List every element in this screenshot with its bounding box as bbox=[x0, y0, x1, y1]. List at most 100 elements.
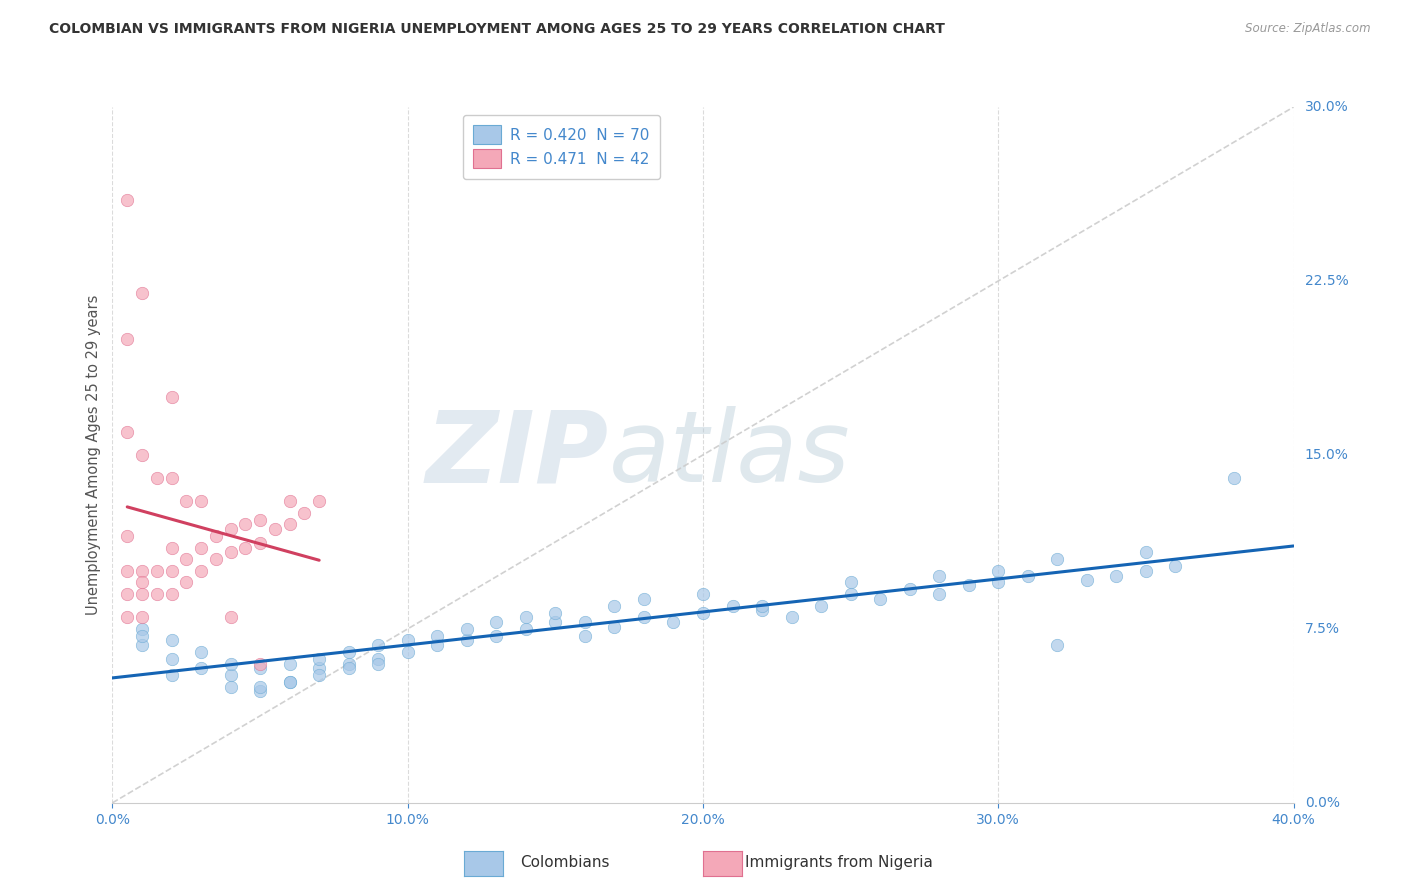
Point bbox=[205, 529, 228, 543]
Point bbox=[278, 494, 301, 508]
Point bbox=[367, 638, 389, 652]
Point bbox=[1017, 568, 1039, 582]
Point bbox=[131, 622, 153, 636]
Point bbox=[146, 471, 169, 485]
Point bbox=[367, 657, 389, 671]
Point bbox=[278, 517, 301, 532]
Point bbox=[117, 332, 138, 346]
Point bbox=[131, 564, 153, 578]
Point bbox=[928, 568, 950, 582]
Point bbox=[603, 599, 626, 613]
Text: 0.0%: 0.0% bbox=[1305, 796, 1340, 810]
Text: ZIP: ZIP bbox=[426, 407, 609, 503]
Point bbox=[219, 657, 242, 671]
Point bbox=[249, 536, 271, 550]
Point bbox=[751, 603, 773, 617]
Point bbox=[292, 506, 315, 520]
Point bbox=[721, 599, 744, 613]
Point bbox=[308, 652, 330, 666]
Point bbox=[839, 575, 862, 590]
Point bbox=[160, 668, 183, 682]
Point bbox=[574, 615, 596, 629]
Point bbox=[574, 629, 596, 643]
Point bbox=[692, 606, 714, 620]
Point bbox=[898, 582, 921, 597]
Point bbox=[692, 587, 714, 601]
Legend: R = 0.420  N = 70, R = 0.471  N = 42: R = 0.420 N = 70, R = 0.471 N = 42 bbox=[463, 115, 659, 178]
Point bbox=[367, 652, 389, 666]
Point bbox=[131, 575, 153, 590]
Point bbox=[485, 629, 508, 643]
Point bbox=[515, 622, 537, 636]
Point bbox=[190, 645, 212, 659]
Point bbox=[160, 390, 183, 404]
Point bbox=[117, 564, 138, 578]
Point bbox=[485, 615, 508, 629]
Point bbox=[1046, 552, 1069, 566]
Point bbox=[190, 494, 212, 508]
Point bbox=[233, 517, 256, 532]
Point bbox=[117, 425, 138, 439]
Point bbox=[456, 622, 478, 636]
Point bbox=[337, 661, 360, 675]
Point bbox=[219, 545, 242, 559]
Text: 7.5%: 7.5% bbox=[1305, 622, 1340, 636]
Text: Source: ZipAtlas.com: Source: ZipAtlas.com bbox=[1246, 22, 1371, 36]
Text: Colombians: Colombians bbox=[520, 855, 610, 870]
Point bbox=[928, 587, 950, 601]
Point bbox=[1105, 568, 1128, 582]
Point bbox=[426, 629, 449, 643]
Text: 30.0%: 30.0% bbox=[1305, 100, 1348, 114]
Point bbox=[1164, 559, 1187, 574]
Text: atlas: atlas bbox=[609, 407, 851, 503]
Point bbox=[219, 668, 242, 682]
Point bbox=[117, 587, 138, 601]
Point bbox=[219, 680, 242, 694]
Point bbox=[544, 606, 567, 620]
Point bbox=[160, 564, 183, 578]
Point bbox=[249, 657, 271, 671]
Point bbox=[780, 610, 803, 624]
Point bbox=[278, 675, 301, 690]
Point bbox=[810, 599, 832, 613]
Point bbox=[160, 471, 183, 485]
Point bbox=[278, 675, 301, 690]
Point bbox=[396, 645, 419, 659]
Point bbox=[1076, 573, 1098, 587]
Point bbox=[146, 587, 169, 601]
Text: Immigrants from Nigeria: Immigrants from Nigeria bbox=[745, 855, 934, 870]
Point bbox=[160, 587, 183, 601]
Point bbox=[174, 494, 197, 508]
Text: 22.5%: 22.5% bbox=[1305, 274, 1348, 288]
Point bbox=[174, 552, 197, 566]
Point bbox=[160, 633, 183, 648]
Point bbox=[957, 578, 980, 592]
Point bbox=[160, 652, 183, 666]
Point bbox=[603, 619, 626, 633]
Point bbox=[308, 494, 330, 508]
Point bbox=[146, 564, 169, 578]
Point bbox=[160, 541, 183, 555]
Point bbox=[1135, 545, 1157, 559]
Point bbox=[633, 591, 655, 606]
Point bbox=[987, 564, 1010, 578]
Point bbox=[190, 564, 212, 578]
Point bbox=[1046, 638, 1069, 652]
Point bbox=[190, 661, 212, 675]
Point bbox=[131, 448, 153, 462]
Point bbox=[117, 193, 138, 207]
Point bbox=[869, 591, 891, 606]
Point bbox=[544, 615, 567, 629]
Point bbox=[131, 629, 153, 643]
Point bbox=[219, 610, 242, 624]
Point bbox=[174, 575, 197, 590]
Point bbox=[308, 668, 330, 682]
Point bbox=[131, 610, 153, 624]
Point bbox=[987, 575, 1010, 590]
Point bbox=[751, 599, 773, 613]
Point bbox=[633, 610, 655, 624]
Point bbox=[233, 541, 256, 555]
Point bbox=[264, 522, 287, 536]
Point bbox=[839, 587, 862, 601]
Point bbox=[131, 285, 153, 300]
